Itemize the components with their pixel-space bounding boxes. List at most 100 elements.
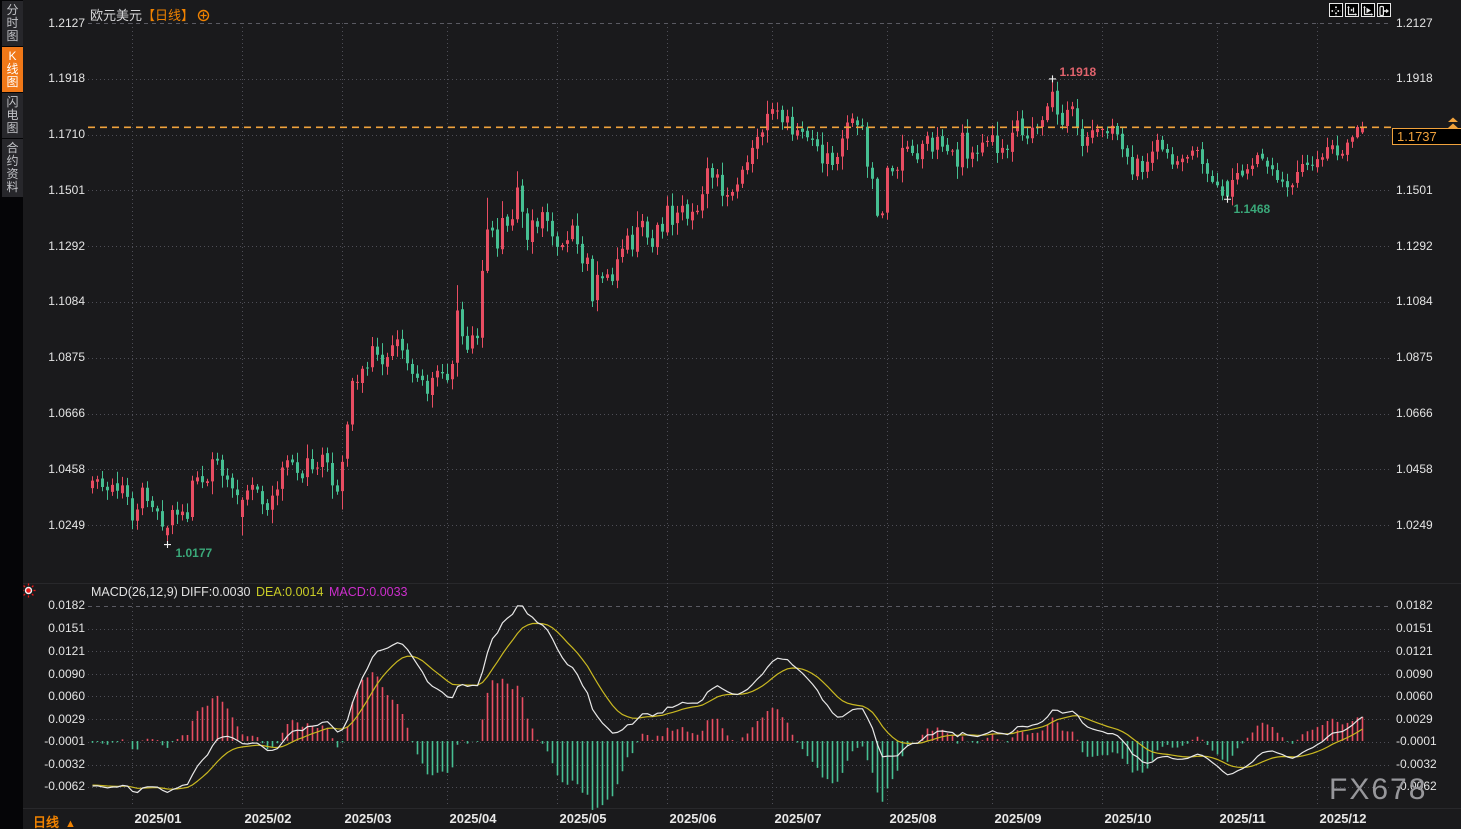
double-up-arrow-icon [1446,116,1460,134]
macd-dea-value: DEA:0.0014 [256,585,324,599]
panel-separator [0,583,1461,584]
macd-tick-label: -0.0001 [1396,734,1437,749]
price-tick-label: 1.1918 [1396,71,1433,86]
chart-toolbar [1329,3,1393,17]
swing-low-annotation: 1.1468 [1233,202,1271,217]
tab-char: 闪 [6,95,19,109]
month-label: 2025/07 [774,811,822,826]
price-tick-label: 1.1501 [48,182,85,197]
top-gridlines [88,23,1392,607]
month-label: 2025/10 [1104,811,1152,826]
watermark: FX678 [1329,773,1428,806]
month-label: 2025/04 [449,811,497,826]
month-label: 2025/02 [244,811,292,826]
period-label: 【日线】 [142,8,195,23]
macd-histogram-positive [121,672,1364,741]
macd-tick-label: 0.0090 [1396,666,1433,681]
month-label: 2025/01 [134,811,182,826]
period-text: 日线 [33,815,60,829]
pan-right-icon[interactable] [1377,3,1391,17]
macd-macd-value: MACD:0.0033 [329,585,408,599]
up-triangle-icon: ▲ [65,818,76,829]
month-label: 2025/06 [669,811,717,826]
macd-tick-label: 0.0090 [48,666,85,681]
month-label: 2025/05 [559,811,607,826]
price-tick-label: 1.1292 [48,238,85,253]
low-annotation: 1.0177 [175,545,213,560]
month-label: 2025/11 [1219,811,1266,826]
macd-tick-label: -0.0032 [1396,757,1437,772]
price-tick-label: 1.0458 [1396,461,1433,476]
macd-tick-label: 0.0151 [48,621,85,636]
price-tick-label: 1.2127 [48,15,85,30]
sidebar-tab-1[interactable]: 分时图 [2,1,23,46]
month-label: 2025/03 [344,811,392,826]
price-tick-label: 1.1501 [1396,182,1433,197]
macd-tick-label: 0.0121 [48,643,85,658]
macd-diff-line [92,605,1363,794]
symbol-name: 欧元美元 [90,8,143,23]
macd-tick-label: 0.0182 [48,598,85,613]
low-cross-marker [164,541,171,549]
high-cross-marker [1049,75,1056,83]
macd-tick-label: -0.0001 [44,734,85,749]
price-tick-label: 1.0666 [1396,406,1433,421]
price-tick-label: 1.0249 [1396,517,1433,532]
axis-separator [0,808,1461,809]
macd-tick-label: 0.0029 [1396,711,1433,726]
high-annotation: 1.1918 [1059,64,1097,79]
tab-char: 图 [6,75,19,89]
macd-tick-label: 0.0182 [1396,598,1433,613]
swing-low-cross-marker [1224,195,1231,203]
tab-char: 料 [6,180,19,194]
tab-char: 约 [6,154,19,168]
price-tick-label: 1.0458 [48,461,85,476]
month-label: 2025/09 [994,811,1042,826]
crosshair-icon[interactable] [1329,3,1343,17]
tab-char: 线 [6,62,19,76]
price-tick-label: 1.0875 [48,350,85,365]
macd-tick-label: -0.0032 [44,757,85,772]
axis-back-icon[interactable] [1345,3,1359,17]
price-tick-label: 1.1292 [1396,238,1433,253]
tab-char: 分 [6,3,19,17]
macd-params: MACD(26,12,9) [91,585,178,599]
tab-char: 资 [6,167,19,181]
macd-tick-label: -0.0062 [44,779,85,794]
circle-plus-icon[interactable] [197,9,210,25]
sidebar-tab-4[interactable]: 合约资料 [2,139,23,197]
price-tick-label: 1.1918 [48,71,85,86]
macd-tick-label: 0.0060 [48,688,85,703]
price-tick-label: 1.1084 [1396,294,1433,309]
macd-tick-label: 0.0151 [1396,621,1433,636]
sidebar-tab-3[interactable]: 闪电图 [2,93,23,138]
bottom-period-label[interactable]: 日线 ▲ [33,812,76,829]
macd-histogram-negative [91,741,1294,810]
price-tick-label: 1.1710 [48,127,85,142]
tab-char: 电 [6,108,19,122]
horizontal-gridlines [88,79,1392,788]
month-label: 2025/08 [889,811,937,826]
macd-tick-label: 0.0121 [1396,643,1433,658]
price-tick-label: 1.0875 [1396,350,1433,365]
macd-dea-line [92,622,1363,790]
tab-char: 图 [6,29,19,43]
macd-diff-value: DIFF:0.0030 [181,585,251,599]
axis-play-icon[interactable] [1361,3,1375,17]
price-tick-label: 1.0249 [48,517,85,532]
price-tick-label: 1.0666 [48,406,85,421]
tab-char: 合 [6,141,19,155]
tab-char: 图 [6,121,19,135]
tab-char: K [8,49,17,63]
price-tick-label: 1.2127 [1396,15,1433,30]
indicator-settings-icon[interactable] [21,583,36,603]
macd-tick-label: 0.0060 [1396,688,1433,703]
price-tick-label: 1.1084 [48,294,85,309]
macd-tick-label: 0.0029 [48,711,85,726]
month-label: 2025/12 [1319,811,1367,826]
macd-tick-label: -0.0062 [1396,779,1437,794]
